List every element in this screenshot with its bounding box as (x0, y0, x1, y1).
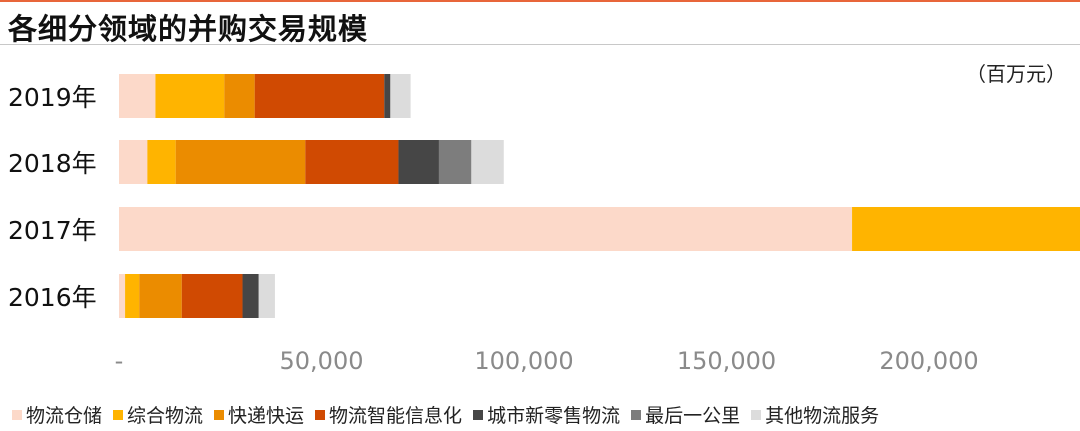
bar-segment (438, 140, 472, 184)
bar-segment (254, 74, 385, 118)
legend-item: 最后一公里 (631, 401, 740, 428)
unit-label: （百万元） (966, 62, 1066, 86)
bar-segment (119, 140, 148, 184)
legend-item: 物流仓储 (12, 401, 102, 428)
legend-label: 快递快运 (228, 405, 305, 427)
bar-segment (125, 274, 140, 318)
x-tick-label: 150,000 (677, 347, 776, 375)
legend-item: 城市新零售物流 (473, 401, 620, 428)
bar-segment (155, 74, 225, 118)
legend-swatch (315, 409, 326, 420)
legend-label: 物流仓储 (26, 405, 103, 427)
bar-segment (305, 140, 399, 184)
category-label: 2018年 (8, 149, 97, 178)
title-divider (0, 44, 1080, 45)
x-tick-label: - (115, 347, 124, 375)
bar-segment (119, 74, 156, 118)
bar-segment (390, 74, 411, 118)
legend-label: 物流智能信息化 (329, 405, 463, 427)
legend-swatch (113, 409, 124, 420)
bar-segment (181, 274, 243, 318)
x-tick-label: 50,000 (280, 347, 364, 375)
x-tick-label: 100,000 (474, 347, 573, 375)
legend-label: 其他物流服务 (765, 405, 880, 427)
legend-item: 快递快运 (214, 401, 304, 428)
chart-title: 各细分领域的并购交易规模 (8, 12, 369, 46)
legend-label: 最后一公里 (645, 405, 741, 427)
category-label: 2019年 (8, 83, 97, 112)
stacked-bar-chart: 2019年 2018年 2017年 2016年 - 50,000 100,000 150,00… (8, 74, 1080, 375)
bar-segment (119, 207, 853, 251)
x-tick-label: 200,000 (879, 347, 978, 375)
bar-segment (258, 274, 275, 318)
bar-segment (471, 140, 504, 184)
bar-segment (147, 140, 176, 184)
legend-item: 综合物流 (113, 401, 203, 428)
category-label: 2016年 (8, 283, 97, 312)
bar-segment (119, 274, 126, 318)
bar-segment (852, 207, 1080, 251)
bar-segment (384, 74, 391, 118)
legend-swatch (12, 409, 22, 420)
legend-label: 城市新零售物流 (487, 405, 621, 427)
bar-segment (175, 140, 306, 184)
chart-legend: 物流仓储 综合物流 快递快运 物流智能信息化 城市新零售物流 最后一公里 其他物流服务 (12, 401, 1080, 428)
legend-item: 其他物流服务 (751, 401, 879, 428)
legend-swatch (751, 409, 762, 420)
bar-segment (139, 274, 182, 318)
legend-swatch (631, 409, 642, 420)
bar-segment (242, 274, 259, 318)
legend-label: 综合物流 (127, 405, 204, 427)
top-accent-rule (0, 0, 1080, 2)
legend-item: 物流智能信息化 (315, 401, 462, 428)
category-label: 2017年 (8, 216, 97, 245)
bar-segment (224, 74, 255, 118)
legend-swatch (214, 409, 225, 420)
bar-segment (398, 140, 439, 184)
legend-swatch (473, 409, 484, 420)
